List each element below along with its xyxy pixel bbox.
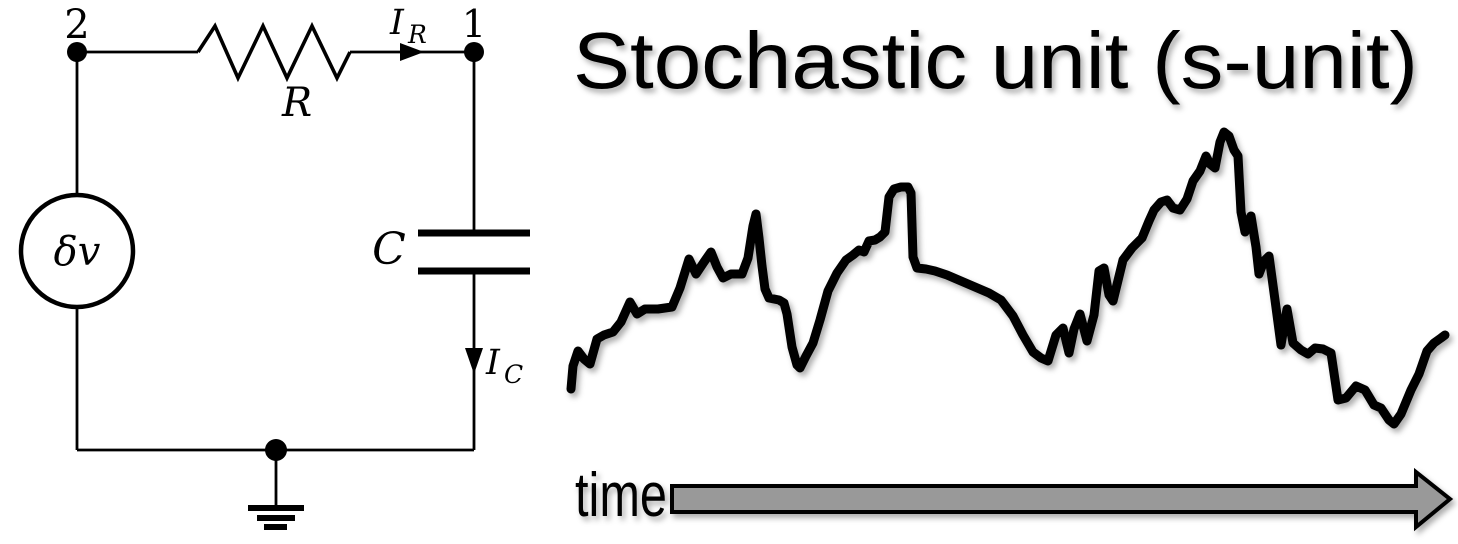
ground-icon (248, 450, 304, 530)
node-2-label: 2 (64, 2, 89, 48)
resistor-current-label: I (389, 3, 405, 43)
signal-panel: Stochastic unit (s-unit) time (566, 16, 1454, 532)
time-label: time (575, 461, 667, 530)
capacitor-label: C (372, 224, 406, 275)
signal-title: Stochastic unit (s-unit) (573, 16, 1418, 105)
circuit-diagram: 2 1 I R R δv C I C (18, 2, 530, 530)
capacitor-icon (418, 229, 530, 275)
resistor-current-subscript: R (407, 20, 427, 49)
current-arrow-down-icon (465, 348, 483, 374)
junction-dot-node-1 (464, 42, 484, 62)
resistor-label: R (281, 80, 312, 126)
current-arrow-right-icon (400, 43, 424, 61)
resistor-icon (196, 21, 352, 83)
voltage-source-label: δv (54, 229, 101, 275)
node-1-label: 1 (462, 2, 486, 46)
junction-dot-node-2 (67, 42, 87, 62)
time-arrow-icon (670, 467, 1454, 532)
stochastic-trace (566, 127, 1450, 429)
junction-dot-ground (265, 439, 287, 461)
capacitor-current-label: I (485, 343, 501, 383)
capacitor-current-subscript: C (504, 360, 523, 389)
